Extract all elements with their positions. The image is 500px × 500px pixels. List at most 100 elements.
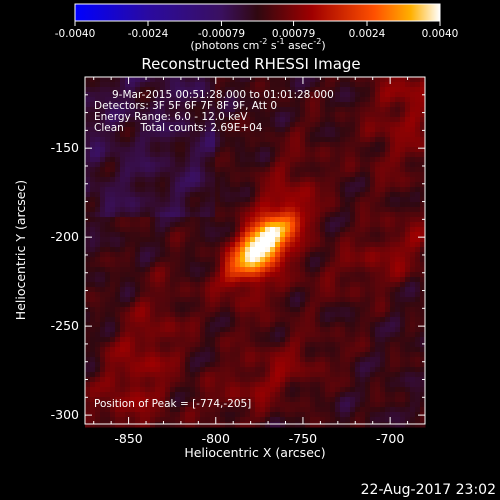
heatmap-cell bbox=[340, 142, 346, 148]
heatmap-cell bbox=[205, 327, 211, 333]
heatmap-cell bbox=[175, 172, 181, 178]
heatmap-cell bbox=[210, 412, 216, 418]
heatmap-cell bbox=[400, 162, 406, 168]
heatmap-cell bbox=[385, 162, 391, 168]
heatmap-cell bbox=[200, 117, 206, 123]
heatmap-cell bbox=[280, 377, 286, 383]
heatmap-cell bbox=[170, 347, 176, 353]
heatmap-cell bbox=[155, 77, 161, 83]
heatmap-cell bbox=[250, 167, 256, 173]
heatmap-cell bbox=[415, 402, 421, 408]
heatmap-cell bbox=[310, 77, 316, 83]
heatmap-cell bbox=[405, 112, 411, 118]
heatmap-cell bbox=[390, 132, 396, 138]
heatmap-cell bbox=[155, 182, 161, 188]
heatmap-cell bbox=[110, 107, 116, 113]
heatmap-cell bbox=[190, 197, 196, 203]
heatmap-cell bbox=[400, 142, 406, 148]
heatmap-cell bbox=[110, 282, 116, 288]
heatmap-cell bbox=[395, 357, 401, 363]
heatmap-cell bbox=[190, 187, 196, 193]
heatmap-cell bbox=[235, 337, 241, 343]
heatmap-cell bbox=[355, 307, 361, 313]
heatmap-cell bbox=[110, 252, 116, 258]
heatmap-cell bbox=[85, 77, 91, 83]
heatmap-cell bbox=[105, 97, 111, 103]
heatmap-cell bbox=[130, 237, 136, 243]
heatmap-cell bbox=[125, 147, 131, 153]
heatmap-cell bbox=[245, 297, 251, 303]
heatmap-cell bbox=[330, 77, 336, 83]
heatmap-cell bbox=[125, 392, 131, 398]
heatmap-cell bbox=[235, 277, 241, 283]
heatmap-cell bbox=[410, 332, 416, 338]
heatmap-cell bbox=[355, 352, 361, 358]
heatmap-cell bbox=[225, 117, 231, 123]
heatmap-cell bbox=[420, 337, 426, 343]
heatmap-cell bbox=[415, 102, 421, 108]
heatmap-cell bbox=[235, 182, 241, 188]
heatmap-cell bbox=[105, 277, 111, 283]
heatmap-cell bbox=[120, 77, 126, 83]
heatmap-cell bbox=[190, 247, 196, 253]
heatmap-cell bbox=[395, 147, 401, 153]
heatmap-cell bbox=[365, 267, 371, 273]
heatmap-cell bbox=[415, 352, 421, 358]
heatmap-cell bbox=[320, 297, 326, 303]
heatmap-cell bbox=[90, 422, 96, 428]
heatmap-cell bbox=[235, 132, 241, 138]
heatmap-cell bbox=[385, 142, 391, 148]
heatmap-cell bbox=[415, 392, 421, 398]
heatmap-cell bbox=[220, 392, 226, 398]
heatmap-cell bbox=[405, 397, 411, 403]
heatmap-cell bbox=[355, 117, 361, 123]
heatmap-cell bbox=[250, 237, 256, 243]
heatmap-cell bbox=[395, 232, 401, 238]
heatmap-cell bbox=[230, 367, 236, 373]
heatmap-cell bbox=[185, 257, 191, 263]
heatmap-cell bbox=[400, 387, 406, 393]
heatmap-cell bbox=[375, 177, 381, 183]
heatmap-cell bbox=[260, 182, 266, 188]
heatmap-cell bbox=[85, 147, 91, 153]
heatmap-cell bbox=[370, 122, 376, 128]
heatmap-cell bbox=[340, 212, 346, 218]
heatmap-cell bbox=[420, 147, 426, 153]
heatmap-cell bbox=[145, 272, 151, 278]
heatmap-cell bbox=[260, 217, 266, 223]
heatmap-cell bbox=[405, 177, 411, 183]
heatmap-cell bbox=[335, 322, 341, 328]
heatmap-cell bbox=[350, 217, 356, 223]
heatmap-cell bbox=[220, 167, 226, 173]
heatmap-cell bbox=[335, 297, 341, 303]
heatmap-cell bbox=[205, 192, 211, 198]
heatmap-cell bbox=[215, 162, 221, 168]
heatmap-cell bbox=[100, 202, 106, 208]
colorbar-units-exp: -2 bbox=[313, 37, 321, 46]
heatmap-cell bbox=[120, 392, 126, 398]
heatmap-cell bbox=[270, 157, 276, 163]
heatmap-cell bbox=[175, 237, 181, 243]
heatmap-cell bbox=[395, 97, 401, 103]
heatmap-cell bbox=[135, 167, 141, 173]
heatmap-cell bbox=[405, 412, 411, 418]
heatmap-cell bbox=[220, 397, 226, 403]
heatmap-cell bbox=[420, 372, 426, 378]
heatmap-cell bbox=[130, 292, 136, 298]
heatmap-cell bbox=[110, 372, 116, 378]
heatmap-cell bbox=[160, 372, 166, 378]
heatmap-cell bbox=[325, 122, 331, 128]
heatmap-cell bbox=[260, 197, 266, 203]
heatmap-cell bbox=[160, 77, 166, 83]
heatmap-cell bbox=[85, 187, 91, 193]
heatmap-cell bbox=[110, 322, 116, 328]
heatmap-cell bbox=[400, 97, 406, 103]
heatmap-cell bbox=[155, 232, 161, 238]
heatmap-cell bbox=[110, 277, 116, 283]
heatmap-cell bbox=[195, 227, 201, 233]
heatmap-cell bbox=[120, 272, 126, 278]
heatmap-cell bbox=[325, 267, 331, 273]
heatmap-cell bbox=[130, 147, 136, 153]
heatmap-cell bbox=[110, 352, 116, 358]
heatmap-cell bbox=[175, 127, 181, 133]
